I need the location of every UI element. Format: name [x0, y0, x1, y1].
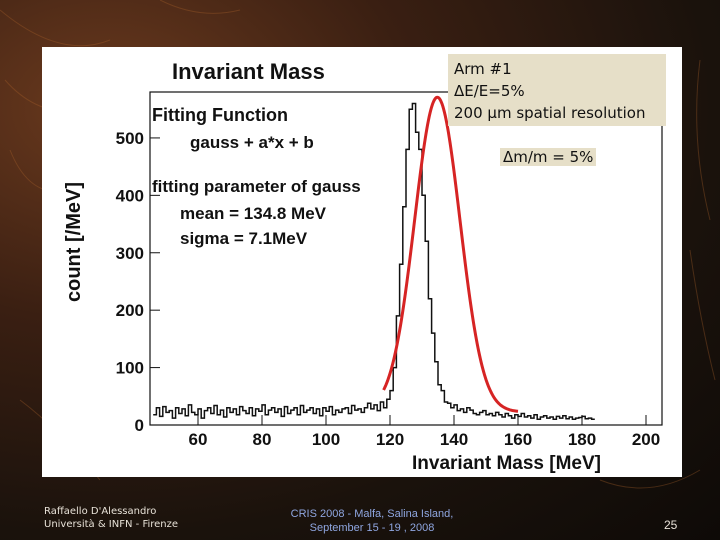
x-tick-label: 60: [189, 430, 208, 449]
plot-frame: [149, 91, 663, 426]
footer-conference: CRIS 2008 - Malfa, Salina Island, Septem…: [262, 507, 482, 535]
fit-sigma-text: sigma = 7.1MeV: [180, 229, 308, 248]
page-number: 25: [664, 518, 678, 532]
footer-author: Raffaello D'Alessandro Università & INFN…: [44, 505, 178, 531]
fit-mean-text: mean = 134.8 MeV: [180, 204, 327, 223]
y-tick-label: 0: [135, 416, 144, 435]
x-tick-label: 140: [440, 430, 468, 449]
chart-title: Invariant Mass: [172, 59, 325, 84]
fitting-function-title: Fitting Function: [152, 105, 288, 125]
info-spatial-resolution: 200 μm spatial resolution: [454, 104, 646, 122]
y-axis-ticks: 0 100 200 300 400 500: [116, 129, 160, 435]
x-tick-label: 180: [568, 430, 596, 449]
y-tick-label: 300: [116, 244, 144, 263]
footer-conference-line2: September 15 - 19 , 2008: [309, 522, 435, 534]
x-tick-label: 120: [376, 430, 404, 449]
footer-conference-line1: CRIS 2008 - Malfa, Salina Island,: [290, 508, 454, 520]
x-tick-label: 100: [312, 430, 340, 449]
y-tick-label: 500: [116, 129, 144, 148]
fit-curve-series: [382, 95, 519, 413]
info-arm: Arm #1: [454, 60, 512, 78]
fitting-function-formula: gauss + a*x + b: [190, 133, 314, 152]
fit-params-title: fitting parameter of gauss: [152, 177, 361, 196]
footer-author-name: Raffaello D'Alessandro: [44, 506, 157, 517]
plot-frame-rect: [149, 91, 663, 426]
x-tick-label: 160: [504, 430, 532, 449]
y-axis-label: count [/MeV]: [63, 182, 85, 302]
footer-author-affiliation: Università & INFN - Firenze: [44, 519, 179, 530]
simulation-info-box: Arm #1 ΔE/E=5% 200 μm spatial resolution: [448, 54, 666, 126]
x-tick-label: 200: [632, 430, 660, 449]
invariant-mass-chart: Invariant Mass count [/MeV] Invariant Ma…: [63, 59, 663, 474]
y-tick-label: 100: [116, 359, 144, 378]
x-axis-label: Invariant Mass [MeV]: [412, 453, 601, 474]
histogram-series: [153, 102, 595, 421]
mass-resolution-label: Δm/m = 5%: [500, 148, 597, 166]
x-tick-label: 80: [253, 430, 272, 449]
info-energy-resolution: ΔE/E=5%: [454, 82, 525, 100]
y-tick-label: 400: [116, 186, 144, 205]
x-axis-ticks: 60 80 100 120 140 160 180 200: [189, 415, 660, 449]
y-tick-label: 200: [116, 301, 144, 320]
